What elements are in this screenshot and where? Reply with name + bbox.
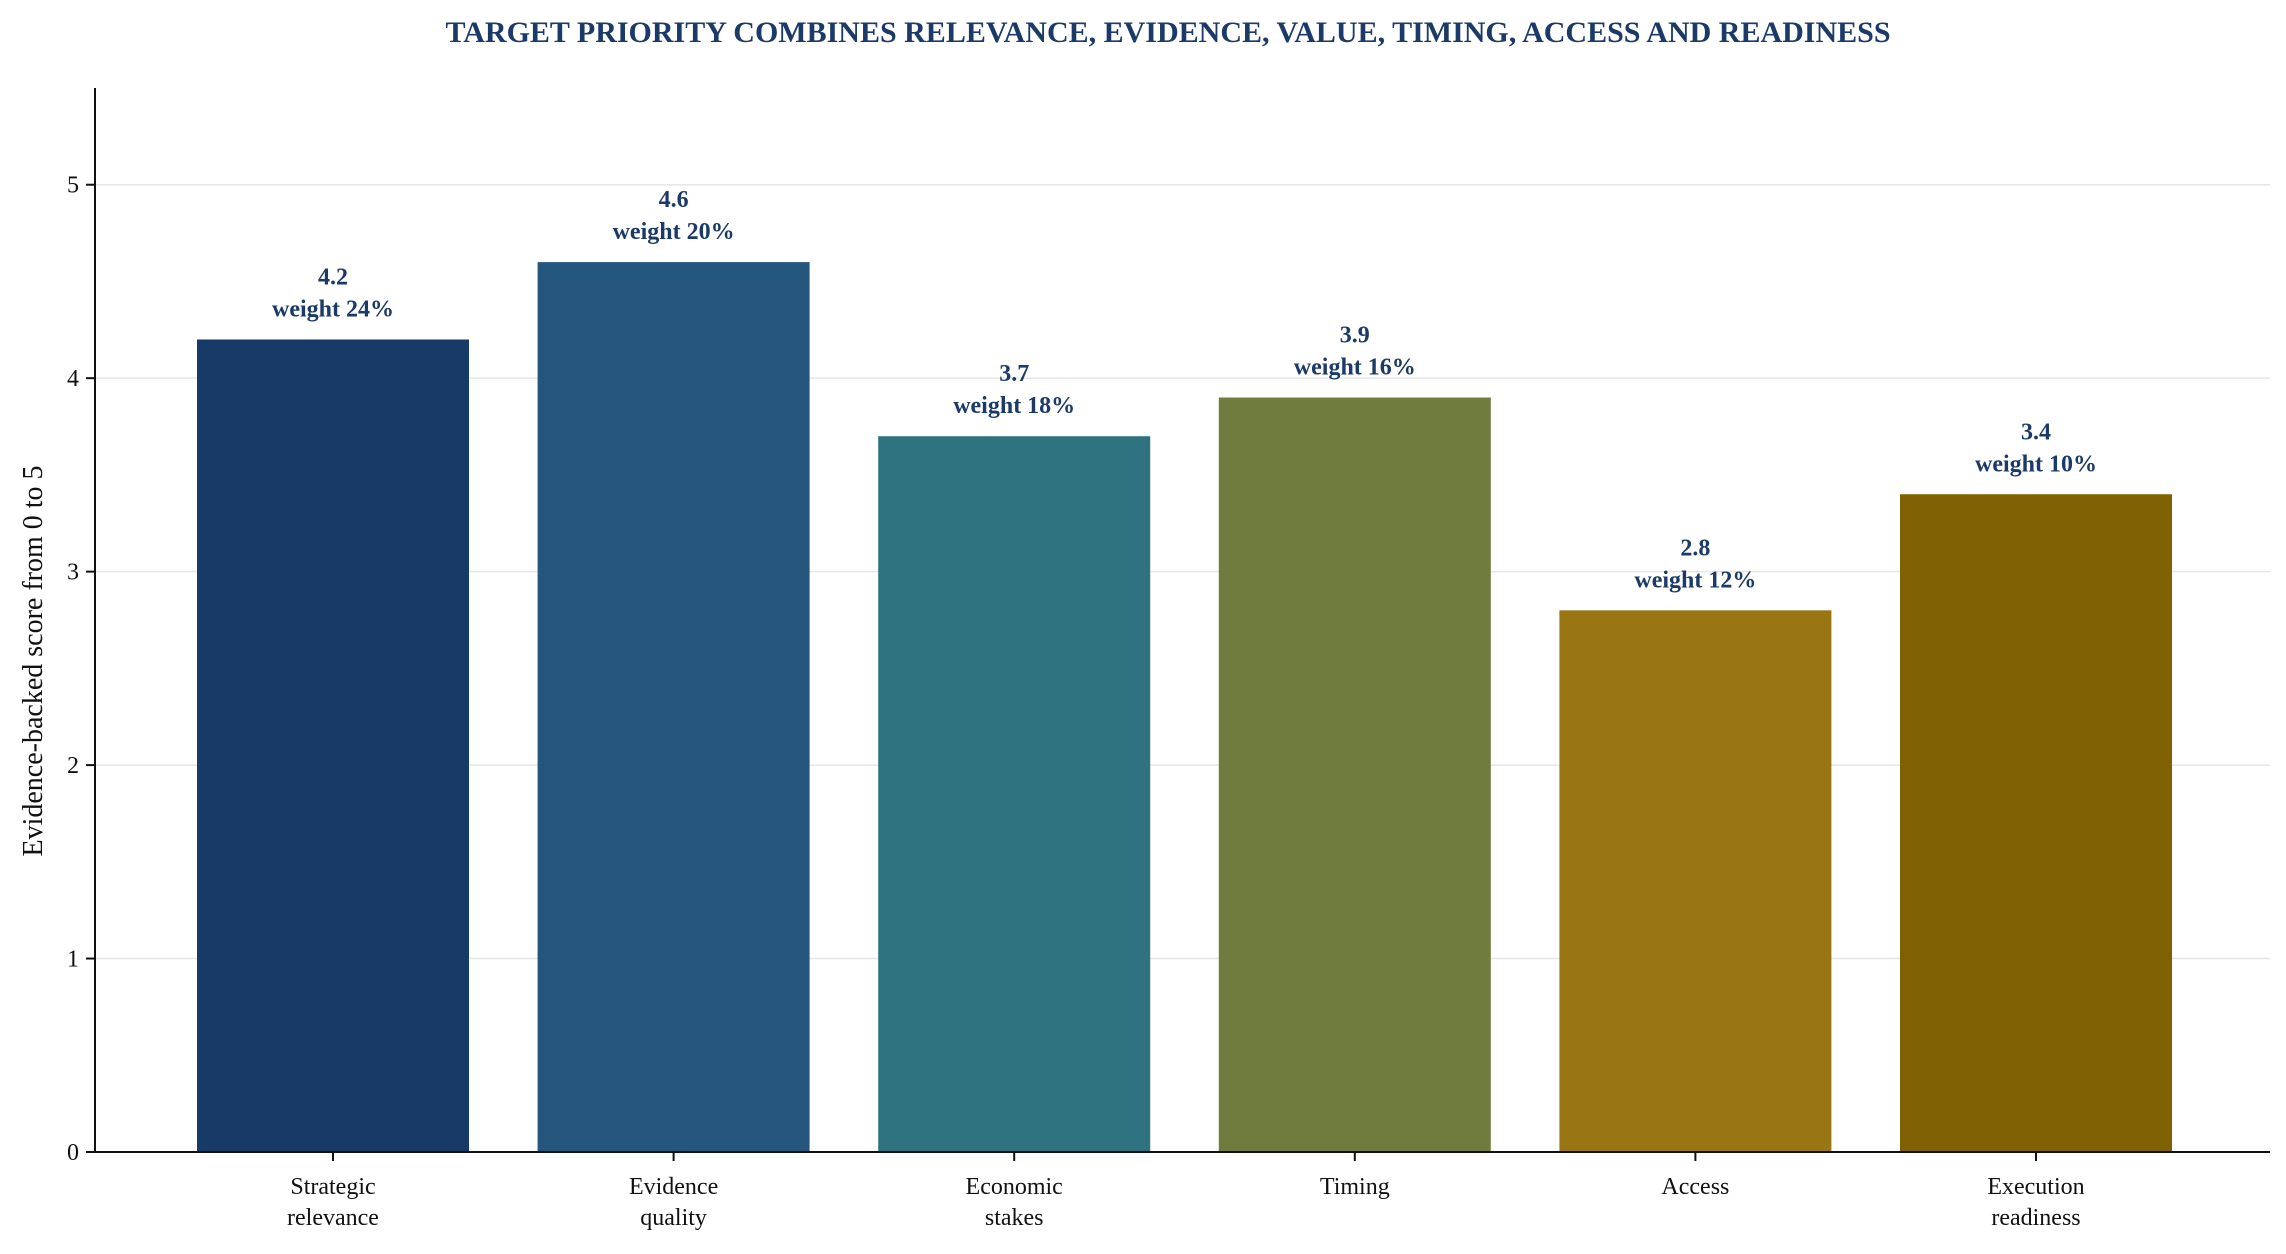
x-tick-label: relevance [287, 1205, 379, 1231]
x-tick-label: Access [1661, 1174, 1729, 1200]
y-tick-label: 5 [67, 173, 79, 199]
y-tick-label: 3 [67, 560, 79, 586]
bar-weight-label: weight 18% [953, 393, 1075, 419]
bar [1559, 610, 1832, 1152]
bar-value-label: 3.7 [999, 361, 1029, 387]
bar-value-label: 3.4 [2021, 419, 2051, 445]
bar-value-label: 4.2 [318, 264, 348, 290]
x-tick-label: Strategic [290, 1174, 375, 1200]
chart-title: TARGET PRIORITY COMBINES RELEVANCE, EVID… [445, 16, 1890, 49]
x-tick-label: Economic [966, 1174, 1063, 1200]
bar-weight-label: weight 12% [1634, 567, 1756, 593]
x-tick-label: Execution [1987, 1174, 2084, 1200]
bar [1218, 397, 1491, 1152]
bar-value-label: 3.9 [1340, 323, 1370, 349]
axes [94, 88, 2270, 1153]
y-tick-label: 4 [67, 366, 79, 392]
bar [197, 339, 469, 1152]
bar-weight-label: weight 10% [1975, 451, 2097, 477]
y-tick-label: 1 [67, 947, 79, 973]
bar-weight-label: weight 20% [613, 219, 735, 245]
x-tick-label: stakes [985, 1205, 1044, 1231]
bars [197, 262, 2172, 1153]
y-tick-label: 0 [67, 1140, 79, 1166]
y-ticks: 0 1 2 3 4 5 [67, 173, 95, 1166]
bar-value-label: 2.8 [1680, 535, 1710, 561]
x-ticks: Strategic relevance Evidence quality Economi… [287, 1152, 2085, 1231]
bar-weight-label: weight 16% [1294, 355, 1416, 381]
data-labels: 4.2 weight 24% 4.6 weight 20% 3.7 weight 18% 3… [272, 187, 2097, 593]
bar [1900, 494, 2172, 1153]
x-tick-label: readiness [1991, 1205, 2080, 1231]
bar-value-label: 4.6 [659, 187, 689, 213]
x-tick-label: Evidence [629, 1174, 718, 1200]
bar [537, 262, 810, 1152]
y-tick-label: 2 [67, 753, 79, 779]
x-tick-label: quality [640, 1205, 707, 1231]
x-tick-label: Timing [1320, 1174, 1390, 1200]
bar [878, 436, 1151, 1153]
y-axis-label: Evidence-backed score from 0 to 5 [18, 465, 49, 856]
bar-weight-label: weight 24% [272, 296, 394, 322]
